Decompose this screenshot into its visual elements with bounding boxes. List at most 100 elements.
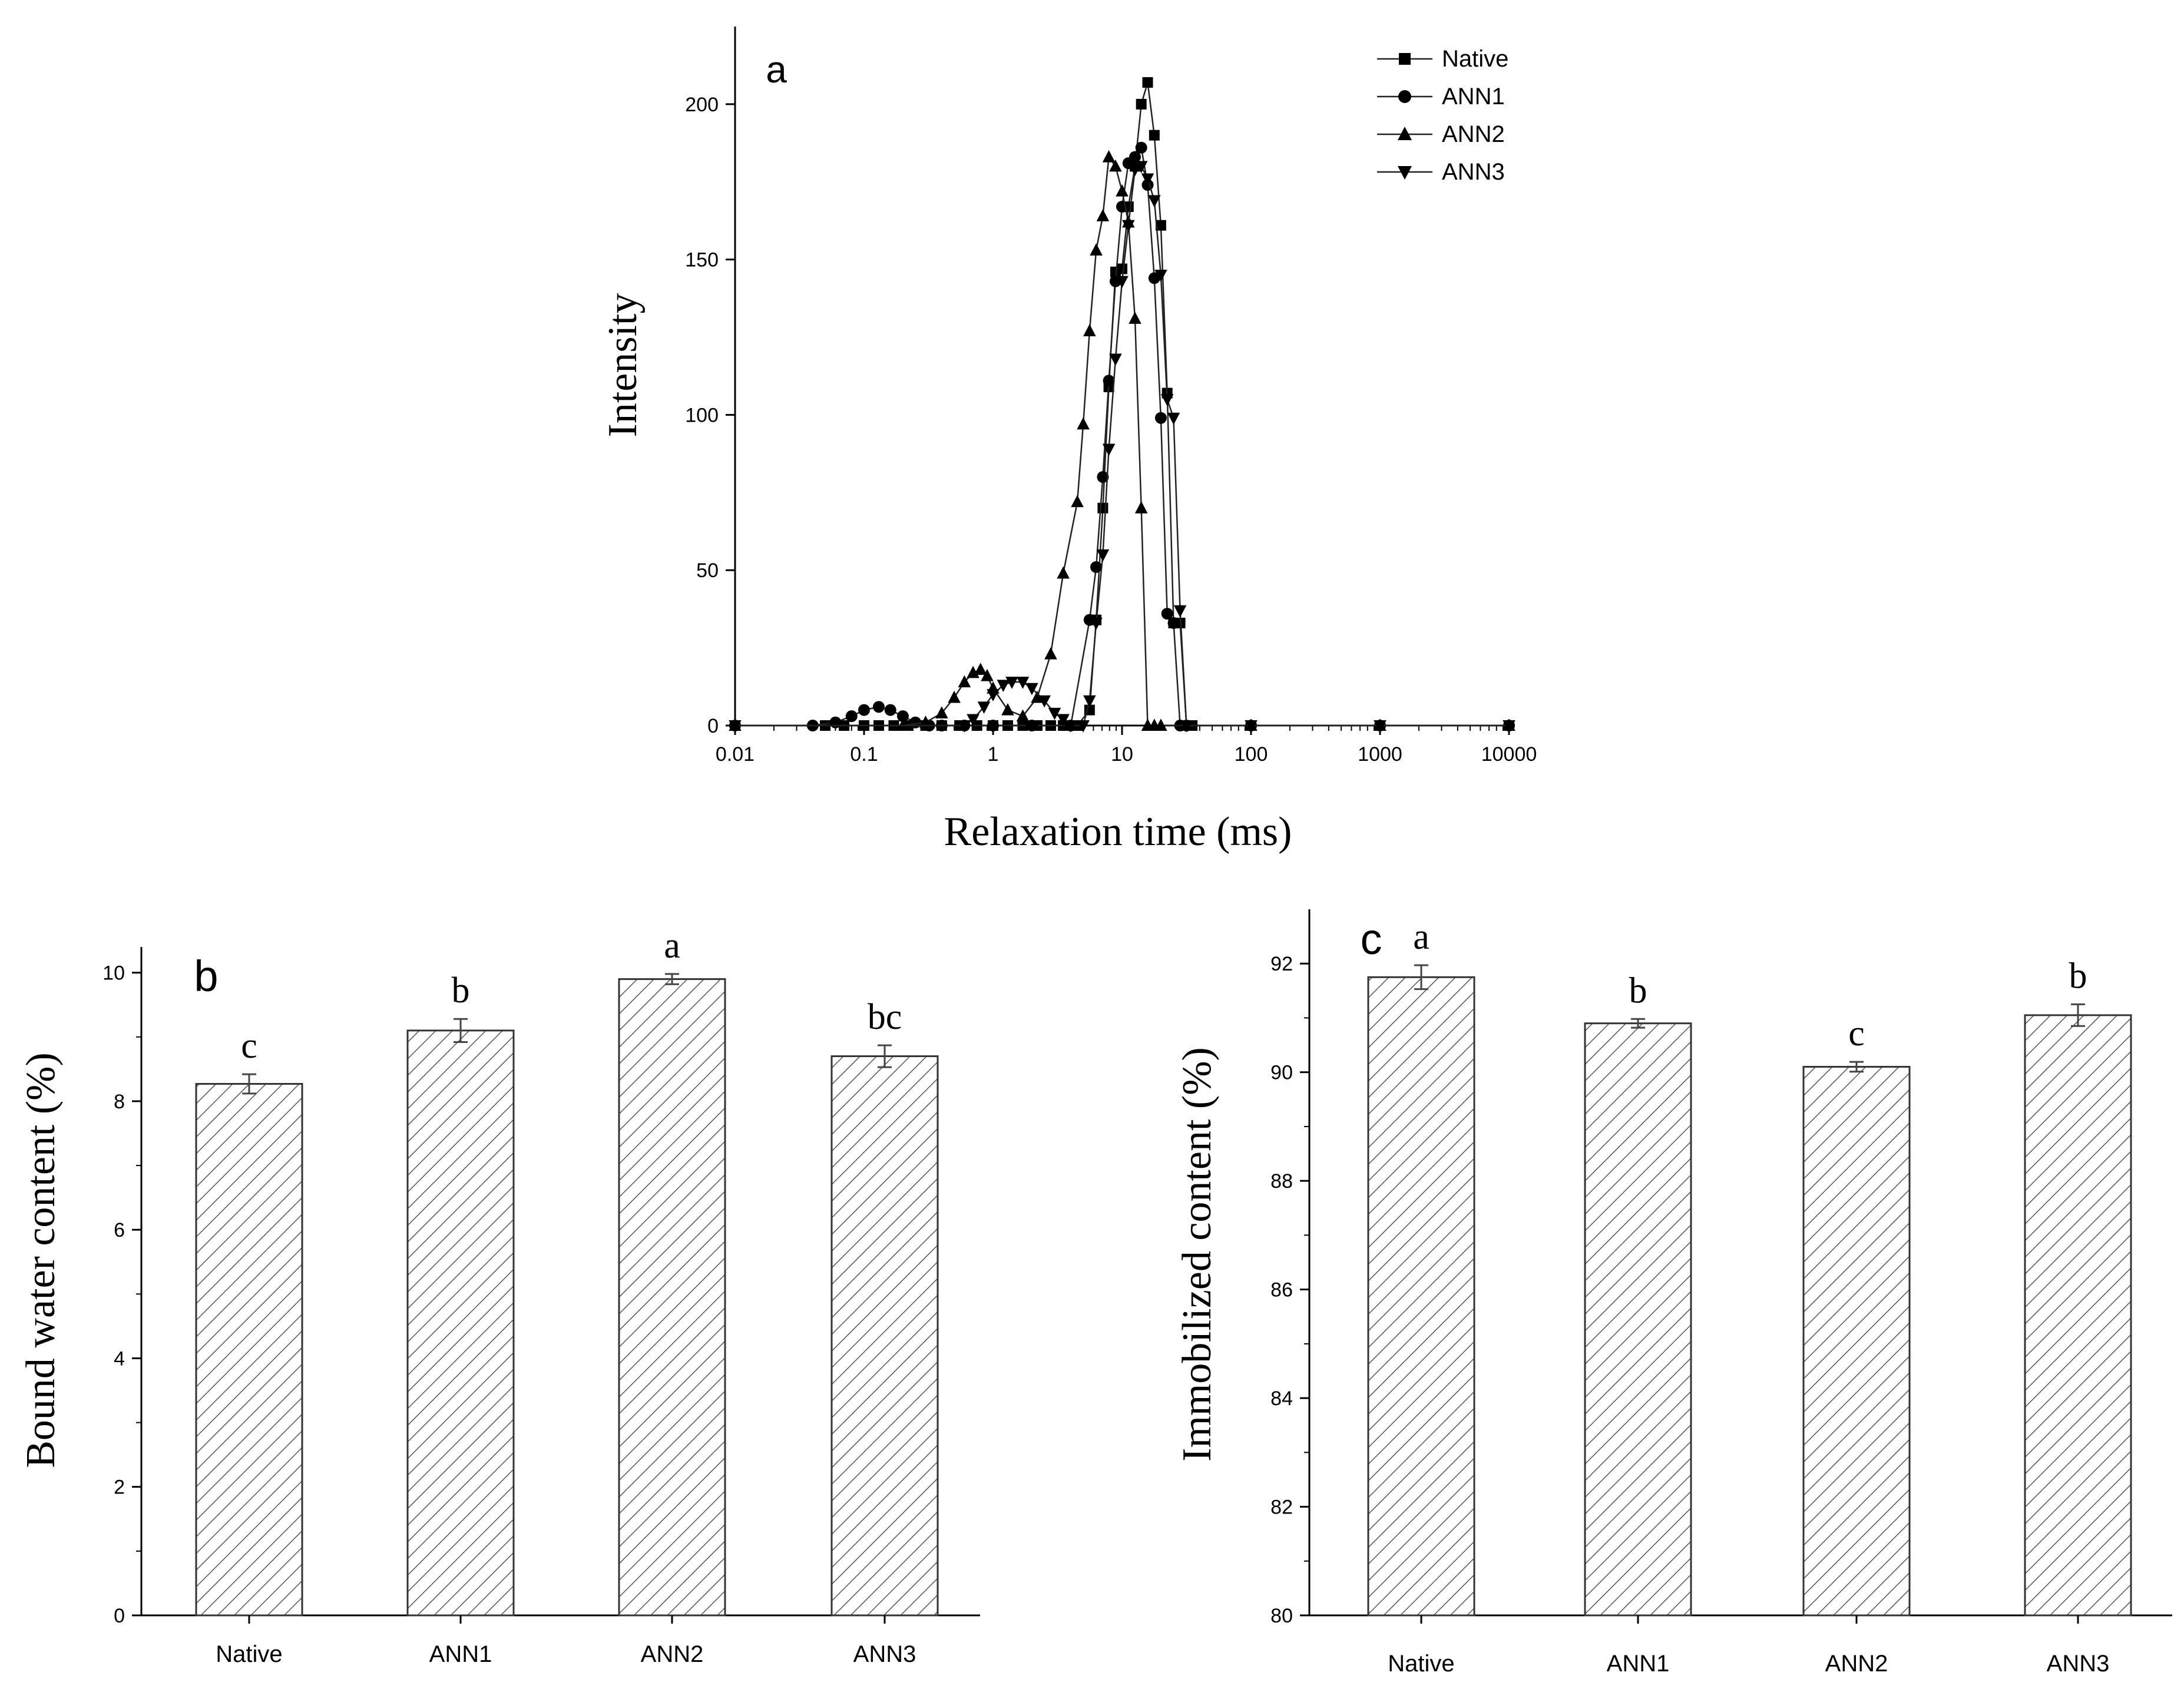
data-point-ann3 (977, 701, 991, 714)
data-point-ann1 (1097, 471, 1109, 483)
data-point-ann1 (987, 720, 999, 731)
data-point-native (1142, 77, 1153, 88)
y-tick-label: 10 (102, 962, 125, 985)
legend-label-ann1: ANN1 (1442, 84, 1505, 110)
data-point-native (1149, 130, 1160, 141)
data-point-ann2 (967, 665, 980, 678)
x-tick-label: 0.1 (850, 743, 878, 766)
significance-letter-ann2: c (1848, 1014, 1865, 1054)
data-point-ann3 (1083, 695, 1096, 708)
data-point-ann3 (1134, 161, 1148, 174)
y-tick-label: 0 (114, 1605, 125, 1627)
significance-letter-native: a (1413, 917, 1429, 957)
x-tick-label: 100 (1235, 743, 1268, 766)
data-point-ann2 (1077, 417, 1090, 430)
y-tick-label: 86 (1270, 1279, 1293, 1301)
legend-marker-ann2 (1398, 127, 1412, 140)
series-line-ann3 (735, 165, 1509, 727)
data-point-ann3 (1025, 683, 1038, 696)
x-tick-label: 10000 (1481, 743, 1537, 766)
legend-marker-ann1 (1398, 90, 1411, 103)
data-point-ann3 (1245, 720, 1258, 733)
y-axis-title: Intensity (600, 293, 646, 438)
panel-label-a: a (766, 48, 787, 91)
data-point-ann1 (1090, 561, 1103, 573)
data-point-ann2 (1134, 501, 1148, 514)
data-point-ann1 (1025, 720, 1038, 731)
data-point-ann1 (1148, 272, 1160, 284)
data-point-ann3 (1005, 677, 1018, 689)
data-point-ann1 (845, 710, 858, 723)
category-label-native: Native (216, 1641, 282, 1667)
x-tick-label: 1000 (1358, 743, 1402, 766)
data-point-ann2 (1016, 709, 1030, 722)
data-point-ann2 (1116, 184, 1129, 197)
data-point-ann1 (858, 704, 870, 716)
legend-marker-native (1399, 53, 1411, 65)
data-point-ann3 (1016, 677, 1030, 689)
data-point-ann3 (1167, 412, 1180, 425)
y-tick-label: 0 (707, 715, 719, 737)
significance-letter-ann1: b (1629, 971, 1647, 1011)
data-point-ann3 (997, 680, 1010, 693)
panel-c-immobilized-chart: 80 82 84 86 88 90 92 a Native b ANN1 c ANN2 b ANN3 c Imm… (1174, 909, 2172, 1677)
legend-label-native: Native (1442, 46, 1508, 72)
data-point-ann1 (884, 704, 896, 716)
category-label-native: Native (1388, 1651, 1454, 1677)
data-point-ann2 (1001, 703, 1014, 716)
y-tick-label: 4 (114, 1347, 125, 1370)
data-point-ann3 (1038, 695, 1051, 708)
category-label-ann3: ANN3 (2047, 1651, 2110, 1677)
y-tick-label: 80 (1270, 1605, 1293, 1627)
data-point-native (1155, 220, 1166, 231)
data-point-ann3 (1064, 720, 1077, 733)
data-point-ann3 (1180, 720, 1193, 733)
data-point-ann1 (1161, 608, 1173, 620)
data-point-ann2 (1102, 150, 1116, 163)
data-point-ann3 (1503, 720, 1515, 733)
panel-label-c: c (1361, 915, 1382, 963)
data-point-ann1 (909, 716, 922, 728)
data-point-ann2 (948, 690, 961, 703)
data-point-ann3 (958, 720, 971, 733)
data-point-ann2 (935, 706, 948, 718)
data-point-ann2 (1083, 324, 1096, 337)
panel-a-intensity-chart: 0 50 100 150 200 0.01 0.1 1 10 100 1000 10000 Relaxa… (600, 27, 1537, 855)
data-point-ann3 (1096, 549, 1110, 562)
y-tick-label: 150 (685, 249, 719, 271)
bar-ann2 (618, 978, 726, 1617)
bar-ann1 (406, 1029, 515, 1617)
bar-ann2 (1802, 1065, 1911, 1617)
series-line-native (735, 82, 1509, 727)
category-label-ann2: ANN2 (1825, 1651, 1888, 1677)
category-label-ann1: ANN1 (429, 1641, 492, 1667)
data-point-ann3 (1116, 276, 1129, 289)
significance-letter-ann3: bc (868, 997, 902, 1037)
data-point-ann3 (1148, 195, 1161, 208)
panel-b-bound-water-chart: 0 2 4 6 8 10 c Native b ANN1 a ANN2 bc ANN3 b Bound wat… (18, 926, 980, 1667)
y-axis-title: Bound water content (%) (18, 1052, 64, 1468)
x-tick-label: 10 (1111, 743, 1133, 766)
data-point-ann2 (974, 663, 987, 675)
bar-ann3 (2024, 1014, 2132, 1617)
data-point-ann3 (1048, 707, 1061, 720)
y-tick-label: 8 (114, 1091, 125, 1113)
data-point-ann2 (1109, 159, 1122, 172)
data-point-ann3 (1077, 720, 1090, 733)
panel-label-b: b (194, 952, 218, 1001)
data-point-ann2 (1044, 647, 1057, 660)
data-point-ann2 (1096, 209, 1110, 221)
data-point-ann1 (896, 710, 909, 723)
bar-ann3 (830, 1055, 939, 1617)
y-axis-title: Immobilized content (%) (1174, 1047, 1220, 1462)
data-point-ann1 (872, 701, 885, 713)
y-tick-label: 90 (1270, 1062, 1293, 1084)
x-tick-label: 1 (988, 743, 999, 766)
y-tick-label: 92 (1270, 953, 1293, 975)
data-point-ann1 (829, 716, 842, 728)
data-point-ann3 (1057, 714, 1070, 727)
category-label-ann3: ANN3 (853, 1641, 916, 1667)
bar-native (1367, 976, 1475, 1617)
data-point-ann3 (1109, 353, 1122, 366)
data-point-ann1 (1167, 617, 1180, 629)
